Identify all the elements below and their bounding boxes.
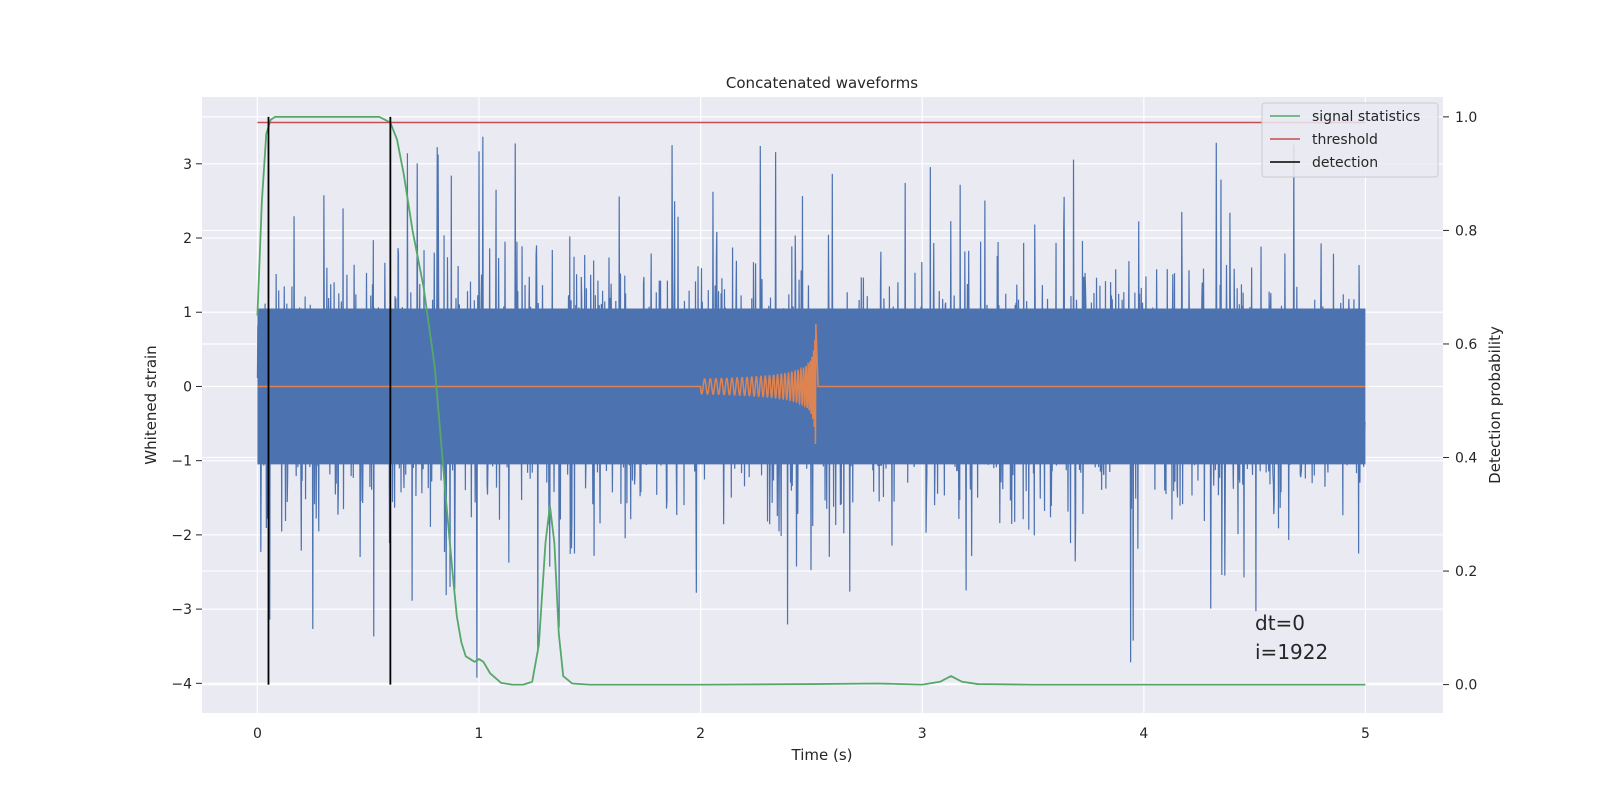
x-tick-label: 3	[918, 726, 927, 742]
y-tick-label: −1	[171, 454, 192, 470]
x-tick-label: 0	[253, 726, 262, 742]
x-tick-label: 5	[1361, 726, 1370, 742]
y-tick-label: 2	[183, 231, 192, 247]
y-axis-label: Whitened strain	[142, 345, 160, 464]
legend-label-detection: detection	[1312, 155, 1378, 171]
annotation-index: i=1922	[1255, 640, 1328, 664]
data-layer	[256, 115, 1366, 686]
y2-tick-label: 0.6	[1455, 337, 1477, 353]
y2-axis-label: Detection probability	[1486, 326, 1504, 484]
y2-tick-label: 1.0	[1455, 110, 1477, 126]
chart-title: Concatenated waveforms	[726, 74, 918, 92]
y-tick-label: 3	[183, 157, 192, 173]
legend: signal statistics threshold detection	[1261, 102, 1439, 178]
y-tick-label: 1	[183, 305, 192, 321]
signal-trace-line	[257, 323, 1366, 444]
y2-tick-label: 0.2	[1455, 564, 1477, 580]
legend-box	[1261, 102, 1439, 178]
y-tick-label: −3	[171, 602, 192, 618]
y2-tick-label: 0.0	[1455, 678, 1477, 694]
x-tick-label: 2	[696, 726, 705, 742]
x-tick-label: 1	[475, 726, 484, 742]
axis-ticks: 0 1 2 3 4 5 −4 −3 −2 −1 0 1 2 3 0.0 0.2 0.4 0.6 0.8 1.0	[171, 110, 1477, 742]
legend-label-threshold: threshold	[1312, 132, 1378, 148]
y-tick-label: 0	[183, 379, 192, 395]
y2-tick-label: 0.8	[1455, 223, 1477, 239]
y2-tick-label: 0.4	[1455, 451, 1477, 467]
legend-label-statistics: signal statistics	[1312, 109, 1420, 125]
annotation-dt: dt=0	[1255, 611, 1305, 635]
x-axis-label: Time (s)	[791, 746, 853, 764]
x-tick-label: 4	[1139, 726, 1148, 742]
signal-statistics-line	[256, 115, 1366, 686]
y-tick-label: −2	[171, 528, 192, 544]
y-tick-label: −4	[171, 676, 192, 692]
